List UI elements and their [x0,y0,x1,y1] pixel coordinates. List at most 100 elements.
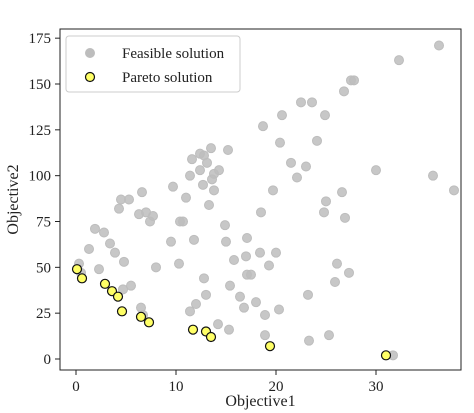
y-tick-label: 75 [36,215,51,231]
feasible-point [202,157,212,168]
feasible-point [99,227,109,238]
feasible-point [110,247,120,258]
legend-box [65,35,241,93]
feasible-point [124,194,134,205]
feasible-point [178,216,188,227]
feasible-point [268,185,278,196]
feasible-point [339,86,349,97]
feasible-point [241,251,251,262]
feasible-point [319,207,329,218]
feasible-point [434,40,444,51]
feasible-series [74,40,459,361]
feasible-point [275,137,285,148]
feasible-point [307,97,317,108]
feasible-point [185,306,195,317]
feasible-point [189,234,199,245]
x-axis-label: Objective1 [225,393,295,410]
legend-marker-pareto [84,71,96,83]
feasible-point [320,110,330,121]
feasible-point [191,299,201,309]
feasible-point [187,154,197,165]
feasible-point [449,185,459,196]
feasible-point [337,187,347,198]
y-axis: 0 25 50 75 100 125 150 175 [29,31,60,368]
feasible-point [126,280,136,291]
pareto-point [264,341,276,352]
feasible-point [84,244,94,254]
feasible-point [199,273,209,284]
y-tick-label: 0 [44,352,52,368]
feasible-point [174,258,184,269]
feasible-point [258,121,268,132]
feasible-point [213,319,223,330]
y-axis-label: Objective2 [5,164,22,234]
feasible-point [340,212,350,223]
legend-label-feasible: Feasible solution [122,46,225,62]
feasible-point [242,233,252,243]
feasible-point [264,260,274,271]
feasible-point [296,97,306,108]
feasible-point [260,310,270,320]
feasible-point [223,145,233,155]
feasible-point [118,284,128,295]
series-layer [71,40,459,361]
pareto-point [143,317,155,328]
feasible-point [105,238,115,249]
feasible-point [330,277,340,287]
feasible-point [274,304,284,315]
feasible-point [332,258,342,269]
pareto-point [205,331,217,343]
pareto-point [99,278,111,289]
legend-marker-feasible [85,48,95,58]
feasible-point [256,207,266,218]
feasible-point [198,179,208,190]
x-tick-label: 20 [269,379,284,395]
x-tick-label: 30 [369,379,384,395]
feasible-point [214,165,224,176]
feasible-point [94,264,104,275]
pareto-point [187,324,199,335]
pareto-point [76,273,88,284]
feasible-point [221,236,231,247]
feasible-point [229,255,239,265]
y-tick-label: 150 [29,77,52,93]
pareto-series [71,264,392,361]
feasible-point [168,181,178,192]
pareto-point [135,311,147,322]
feasible-point [246,269,256,280]
feasible-point [224,324,234,335]
feasible-point [90,223,100,234]
feasible-point [220,220,230,231]
feasible-point [166,236,176,247]
feasible-point [137,187,147,198]
feasible-point [251,297,261,308]
feasible-point [185,170,195,181]
x-tick-label: 10 [169,379,184,395]
feasible-point [312,135,322,146]
plot-frame [59,28,462,371]
feasible-point [277,110,287,121]
feasible-point [428,170,438,181]
feasible-point [206,143,216,154]
feasible-point [301,161,311,172]
pareto-point [116,306,128,317]
y-tick-label: 25 [36,306,51,322]
feasible-point [225,280,235,291]
feasible-point [255,247,265,258]
feasible-point [239,302,249,313]
pareto-point [71,264,83,275]
legend: Feasible solution Pareto solution [65,35,241,93]
pareto-point [112,291,124,302]
feasible-point [114,203,124,214]
pareto-point [380,350,392,361]
y-tick-label: 50 [36,260,51,276]
y-tick-label: 100 [29,169,52,185]
feasible-point [371,165,381,176]
feasible-point [209,185,219,196]
x-axis: 0 10 20 30 [72,370,384,395]
feasible-point [324,330,334,341]
feasible-point [148,211,158,221]
y-tick-label: 125 [29,123,52,139]
feasible-point [260,330,270,341]
feasible-point [151,262,161,273]
